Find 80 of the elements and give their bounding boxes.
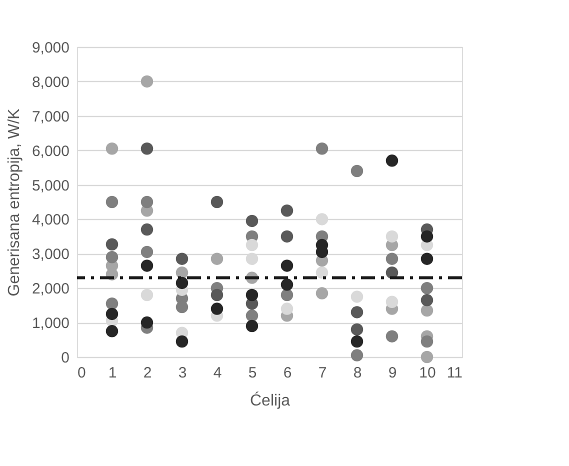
point [420,282,434,294]
point [420,304,434,317]
point [316,142,328,155]
point [140,223,154,236]
x-tick-label: 0 [78,364,86,382]
point [140,246,154,258]
x-tick-label: 4 [213,364,222,382]
point [106,196,118,208]
point [140,260,154,272]
y-tick-label: 9,000 [32,40,70,56]
point [386,154,398,167]
point [176,276,188,290]
point [140,288,154,302]
point [106,325,118,338]
x-tick-label: 11 [446,364,462,382]
x-tick-label: 5 [248,364,257,382]
y-tick-label: 2,000 [32,280,70,298]
point [176,335,188,348]
y-tick-label: 0 [61,350,70,366]
point [350,306,364,318]
x-tick-label: 10 [419,364,436,382]
point [210,288,224,302]
point [246,252,258,265]
y-tick-label: 1,000 [32,315,70,332]
point [386,330,398,342]
point [386,252,398,265]
point [246,320,258,332]
point [106,308,118,320]
point [420,230,434,243]
point [106,251,118,264]
y-tick-label: 7,000 [32,108,70,126]
point [350,290,364,303]
point [210,252,224,265]
x-tick-label: 6 [283,364,292,382]
point [246,238,258,252]
point [420,252,434,265]
point [280,260,294,272]
point [246,310,258,322]
point [280,204,294,217]
point [140,316,154,329]
point [316,213,328,226]
x-tick-label: 8 [353,364,362,382]
x-tick-label: 2 [143,364,152,382]
y-tick-label: 6,000 [32,142,70,160]
x-tick-label: 7 [318,364,327,382]
point [316,287,328,300]
point [140,142,154,155]
y-tick-label: 4,000 [32,212,70,229]
point [420,335,434,348]
point [140,75,154,88]
y-tick-label: 3,000 [32,246,70,264]
x-tick-label: 3 [178,364,187,382]
point [106,142,118,155]
y-tick-label: 8,000 [32,74,70,91]
point [280,230,294,243]
point [350,349,364,362]
point [350,164,364,178]
point [140,196,154,208]
point [316,266,328,279]
point [210,302,224,315]
x-tick-label: 9 [388,364,397,382]
point [420,294,434,306]
point [210,196,224,208]
point [280,278,294,291]
point [176,252,188,265]
y-tick-label: 5,000 [32,177,70,194]
point [106,238,118,250]
point [386,296,398,308]
point [350,335,364,348]
point [420,350,434,364]
x-tick-label: 1 [108,364,117,382]
point [280,288,294,302]
point [246,288,258,302]
point [106,298,118,310]
y-axis-title: Generisana entropija, W/K [6,108,23,296]
point [280,302,294,315]
point [386,230,398,243]
point [246,214,258,228]
x-axis-title: Ćelija [250,392,290,410]
point [350,323,364,336]
